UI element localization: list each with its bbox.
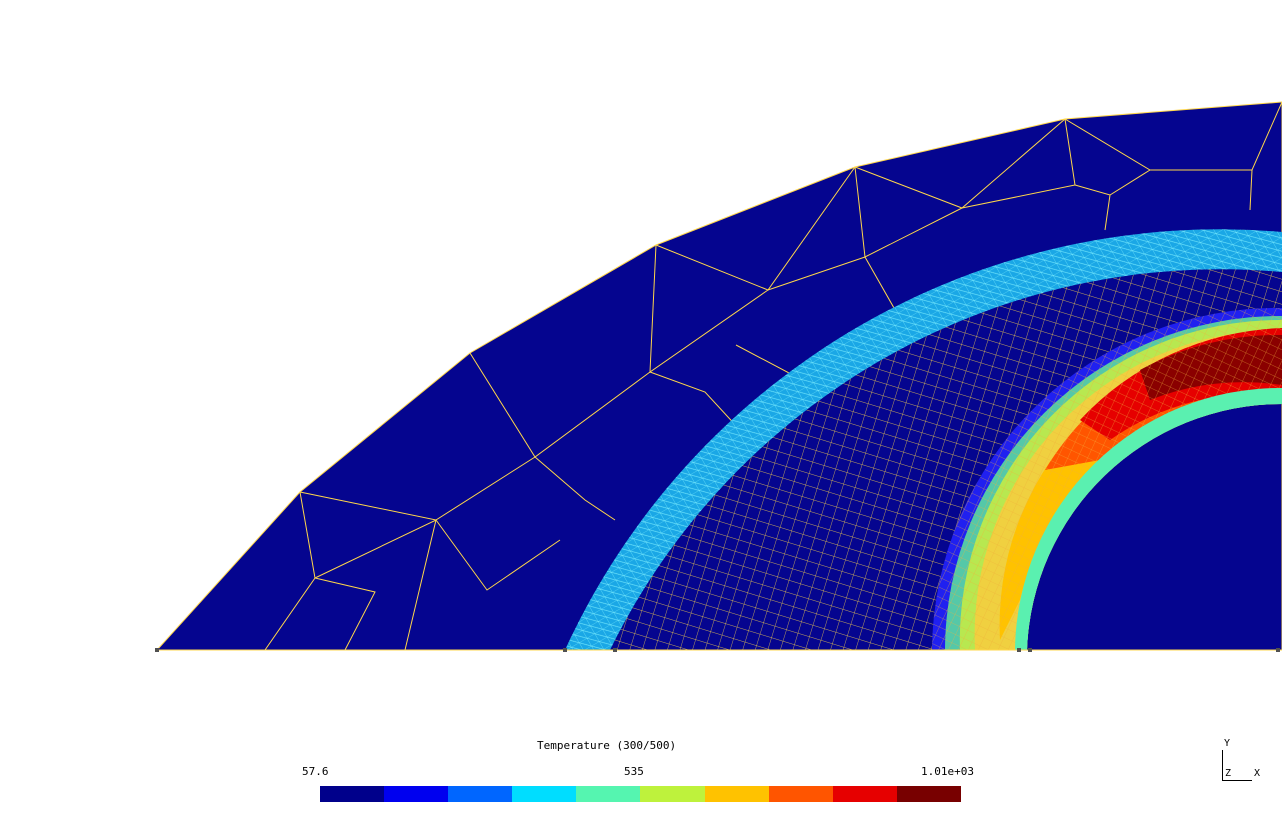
- coarse-mesh-lines: [264, 102, 1282, 650]
- colorbar-swatch-6: [704, 786, 769, 802]
- colorbar-swatch-1: [384, 786, 449, 802]
- colorbar-swatch-0: [320, 786, 385, 802]
- colorbar-min-label: 57.6: [302, 765, 329, 778]
- y-axis-icon: [1222, 750, 1223, 780]
- colorbar-swatch-7: [768, 786, 833, 802]
- colorbar-swatch-3: [512, 786, 577, 802]
- axis-x-label: X: [1254, 768, 1261, 779]
- colorbar: [320, 786, 961, 802]
- colorbar-swatch-4: [576, 786, 641, 802]
- node-markers: [155, 648, 1280, 652]
- colorbar-max-label: 1.01e+03: [921, 765, 974, 778]
- axis-y-label: Y: [1224, 738, 1231, 749]
- axes-triad: Y Z X: [1216, 738, 1266, 784]
- x-axis-icon: [1222, 780, 1252, 781]
- axis-z-label: Z: [1225, 768, 1232, 779]
- colorbar-title: Temperature (300/500): [537, 739, 677, 752]
- colorbar-swatch-2: [448, 786, 513, 802]
- colorbar-swatch-8: [832, 786, 897, 802]
- colorbar-swatch-9: [896, 786, 961, 802]
- colorbar-mid-label: 535: [624, 765, 644, 778]
- hot-zone: [932, 307, 1282, 650]
- colorbar-swatch-5: [640, 786, 705, 802]
